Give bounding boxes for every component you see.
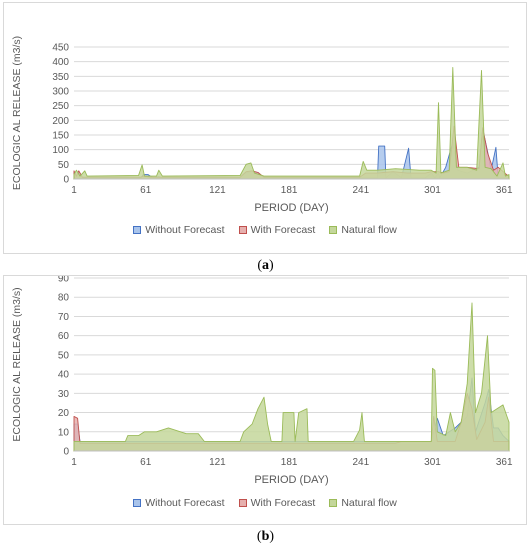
area-natural-flow (73, 67, 510, 180)
caption-b-open: ( (256, 529, 262, 544)
x-tick-label: 121 (209, 457, 226, 468)
legend-swatch-without-forecast (133, 226, 142, 234)
legend-item-without-forecast: Without Forecast (133, 224, 225, 236)
y-tick-label: 30 (58, 389, 70, 400)
legend-label-without-forecast: Without Forecast (145, 224, 225, 236)
legend-item-with-forecast: With Forecast (238, 497, 316, 509)
x-tick-label: 241 (352, 457, 369, 468)
x-tick-label: 241 (352, 185, 369, 196)
x-tick-label: 61 (140, 185, 152, 196)
y-tick-label: 150 (52, 131, 69, 142)
y-tick-label: 100 (52, 145, 69, 156)
x-tick-label: 1 (71, 457, 77, 468)
caption-a: (a) (0, 258, 531, 274)
y-tick-label: 10 (58, 427, 70, 438)
legend-label-with-forecast: With Forecast (250, 497, 316, 509)
x-tick-label: 361 (496, 457, 513, 468)
y-tick-label: 20 (58, 408, 70, 419)
y-tick-label: 80 (58, 293, 70, 304)
y-tick-label: 450 (52, 43, 69, 54)
caption-a-close: ) (269, 258, 274, 273)
legend-label-without-forecast: Without Forecast (145, 497, 225, 509)
y-tick-label: 40 (58, 370, 70, 381)
y-tick-label: 0 (63, 175, 69, 186)
legend-swatch-natural-flow (329, 499, 338, 507)
x-tick-label: 121 (209, 185, 226, 196)
legend-item-natural-flow: Natural flow (329, 497, 397, 509)
legend-swatch-with-forecast (238, 226, 247, 234)
x-axis-title: PERIOD (DAY) (254, 474, 328, 486)
y-tick-label: 200 (52, 116, 69, 127)
y-axis-title: ECOLOGIC AL RELEASE (m3/s) (11, 287, 23, 441)
caption-b-letter: b (261, 529, 270, 544)
caption-b-close: ) (269, 529, 275, 544)
caption-a-open: ( (257, 258, 262, 273)
y-tick-label: 50 (58, 350, 70, 361)
y-axis-title: ECOLOGIC AL RELEASE (m3/s) (11, 36, 23, 190)
chart-b-legend: Without Forecast With Forecast Natural f… (4, 497, 526, 509)
caption-a-letter: a (262, 258, 269, 273)
y-tick-label: 250 (52, 101, 69, 112)
chart-a-frame: 0 50 100 150 200 250 300 350 400 450 1 61 121 181 241 3… (3, 2, 527, 254)
chart-a-plot: 0 50 100 150 200 250 300 350 400 450 1 61 121 181 241 3… (11, 36, 513, 214)
x-axis-title: PERIOD (DAY) (254, 202, 328, 214)
y-tick-label: 50 (58, 160, 70, 171)
x-tick-label: 301 (424, 185, 441, 196)
x-tick-label: 181 (281, 185, 298, 196)
legend-item-without-forecast: Without Forecast (133, 497, 225, 509)
chart-b-frame: 0 10 20 30 40 50 60 70 80 90 1 61 121 181 241 301 361 PER… (3, 275, 527, 525)
chart-a-legend: Without Forecast With Forecast Natural f… (4, 224, 526, 236)
y-tick-label: 90 (58, 276, 70, 285)
legend-swatch-without-forecast (133, 499, 142, 507)
legend-item-with-forecast: With Forecast (238, 224, 316, 236)
y-tick-label: 300 (52, 87, 69, 98)
y-tick-label: 70 (58, 312, 70, 323)
legend-item-natural-flow: Natural flow (329, 224, 397, 236)
area-natural-flow (73, 302, 510, 452)
x-tick-label: 61 (140, 457, 152, 468)
x-tick-label: 181 (281, 457, 298, 468)
chart-b-plot: 0 10 20 30 40 50 60 70 80 90 1 61 121 181 241 301 361 PER… (11, 276, 513, 486)
x-tick-label: 361 (496, 185, 513, 196)
y-tick-label: 60 (58, 331, 70, 342)
legend-label-natural-flow: Natural flow (341, 497, 397, 509)
x-tick-label: 301 (424, 457, 441, 468)
caption-b: (b) (0, 529, 531, 545)
y-tick-label: 350 (52, 72, 69, 83)
area-without-forecast (73, 128, 510, 180)
legend-swatch-natural-flow (329, 226, 338, 234)
y-tick-label: 0 (63, 447, 69, 458)
x-tick-label: 1 (71, 185, 77, 196)
y-tick-label: 400 (52, 57, 69, 68)
legend-swatch-with-forecast (238, 499, 247, 507)
legend-label-with-forecast: With Forecast (250, 224, 316, 236)
legend-label-natural-flow: Natural flow (341, 224, 397, 236)
